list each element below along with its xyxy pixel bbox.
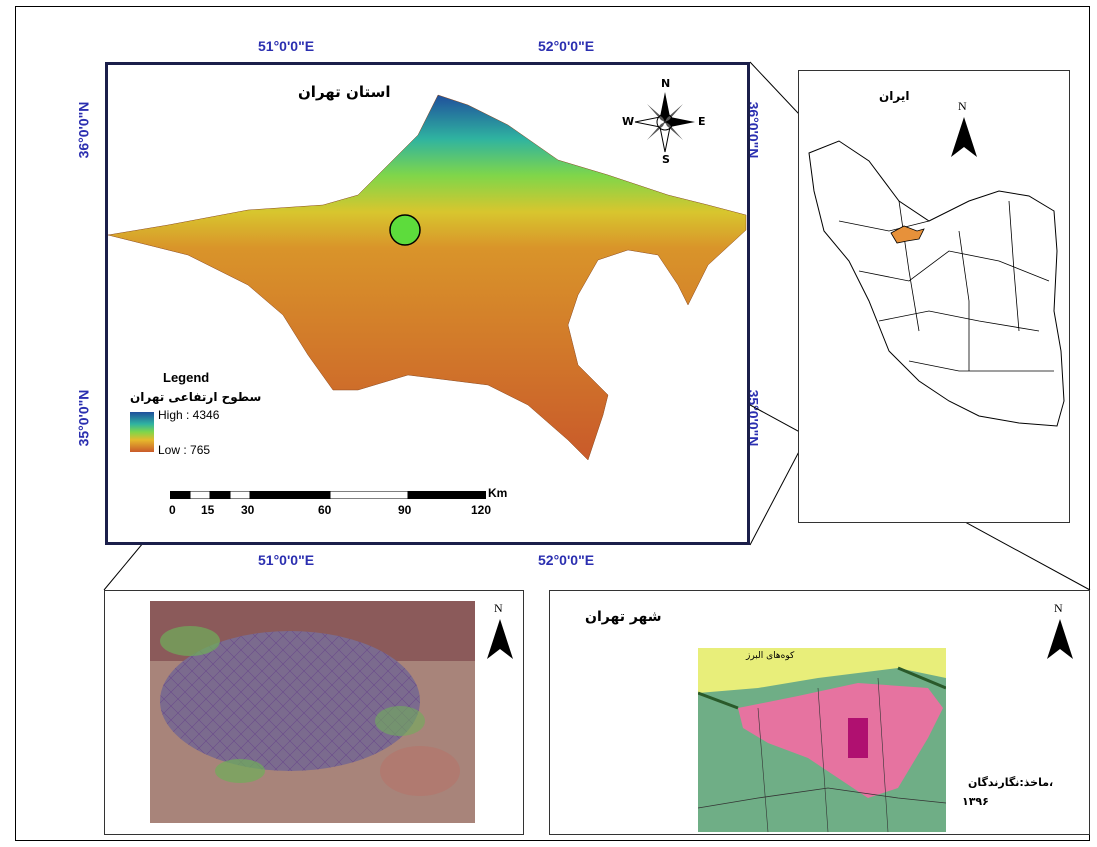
scale-bar-graphic bbox=[170, 491, 486, 499]
legend-high: High : 4346 bbox=[158, 408, 220, 422]
sat-north-arrow-graphic bbox=[487, 619, 513, 659]
satellite-image bbox=[150, 601, 475, 823]
legend-ramp-graphic bbox=[130, 412, 154, 452]
coord-top-right: 52°0'0"E bbox=[538, 38, 595, 54]
city-north-arrow-icon: N bbox=[1045, 601, 1075, 661]
satellite-image-panel: N bbox=[104, 590, 524, 835]
legend-low: Low : 765 bbox=[158, 443, 211, 457]
compass-n: N bbox=[661, 77, 671, 90]
coord-top-left: 51°0'0"E bbox=[258, 38, 315, 54]
scale-unit: Km bbox=[488, 486, 508, 500]
coord-bottom-right: 52°0'0"E bbox=[538, 552, 595, 568]
legend-subtitle: سطوح ارتفاعی تهران bbox=[130, 390, 262, 404]
city-north-arrow-graphic bbox=[1047, 619, 1073, 659]
compass-w: W bbox=[622, 115, 635, 128]
iran-title: ایران bbox=[879, 89, 910, 103]
sat-north-label: N bbox=[494, 601, 503, 615]
province-shape bbox=[108, 94, 747, 461]
city-land-use-map: کوه‌های البرز bbox=[698, 648, 946, 832]
north-label: N bbox=[958, 99, 967, 113]
mountain-label: کوه‌های البرز bbox=[746, 651, 795, 661]
tehran-province-map: استان تهران N S E W Legend سطوح ارتفاعی … bbox=[105, 62, 750, 545]
legend-color-ramp bbox=[130, 412, 154, 452]
scale-tick-15: 15 bbox=[201, 503, 215, 517]
source-label: ماخذ:نگارندگان، bbox=[968, 776, 1054, 789]
scale-tick-30: 30 bbox=[241, 503, 255, 517]
city-north-label: N bbox=[1054, 601, 1063, 615]
north-arrow-graphic bbox=[951, 117, 977, 157]
city-map-graphic bbox=[698, 648, 946, 832]
compass-e: E bbox=[698, 115, 706, 128]
compass-s: S bbox=[662, 153, 670, 166]
source-year: ۱۳۹۶ bbox=[962, 795, 989, 808]
figure-frame bbox=[15, 6, 1090, 841]
scale-tick-0: 0 bbox=[169, 503, 176, 517]
iran-locator-map: ایران N bbox=[798, 70, 1070, 523]
sat-north-arrow-icon: N bbox=[485, 601, 515, 661]
scale-tick-90: 90 bbox=[398, 503, 412, 517]
compass-rose-graphic bbox=[634, 92, 695, 153]
compass-rose-icon: N S E W bbox=[622, 77, 706, 166]
tehran-city-panel: شهر تهران کوه‌های البرز N ماخذ:نگارندگان… bbox=[549, 590, 1090, 835]
map-title: استان تهران bbox=[298, 83, 391, 101]
legend-heading: Legend bbox=[163, 370, 210, 385]
coord-bottom-left: 51°0'0"E bbox=[258, 552, 315, 568]
city-title: شهر تهران bbox=[585, 609, 662, 625]
satellite-image-graphic bbox=[150, 601, 475, 823]
north-arrow-icon: N bbox=[949, 99, 979, 159]
scale-bar bbox=[170, 491, 490, 499]
scale-tick-60: 60 bbox=[318, 503, 332, 517]
elevation-map bbox=[108, 94, 747, 461]
tehran-city-marker bbox=[389, 214, 421, 246]
scale-tick-120: 120 bbox=[471, 503, 492, 517]
iran-outline bbox=[808, 140, 1065, 427]
tehran-province-highlight bbox=[890, 225, 925, 244]
